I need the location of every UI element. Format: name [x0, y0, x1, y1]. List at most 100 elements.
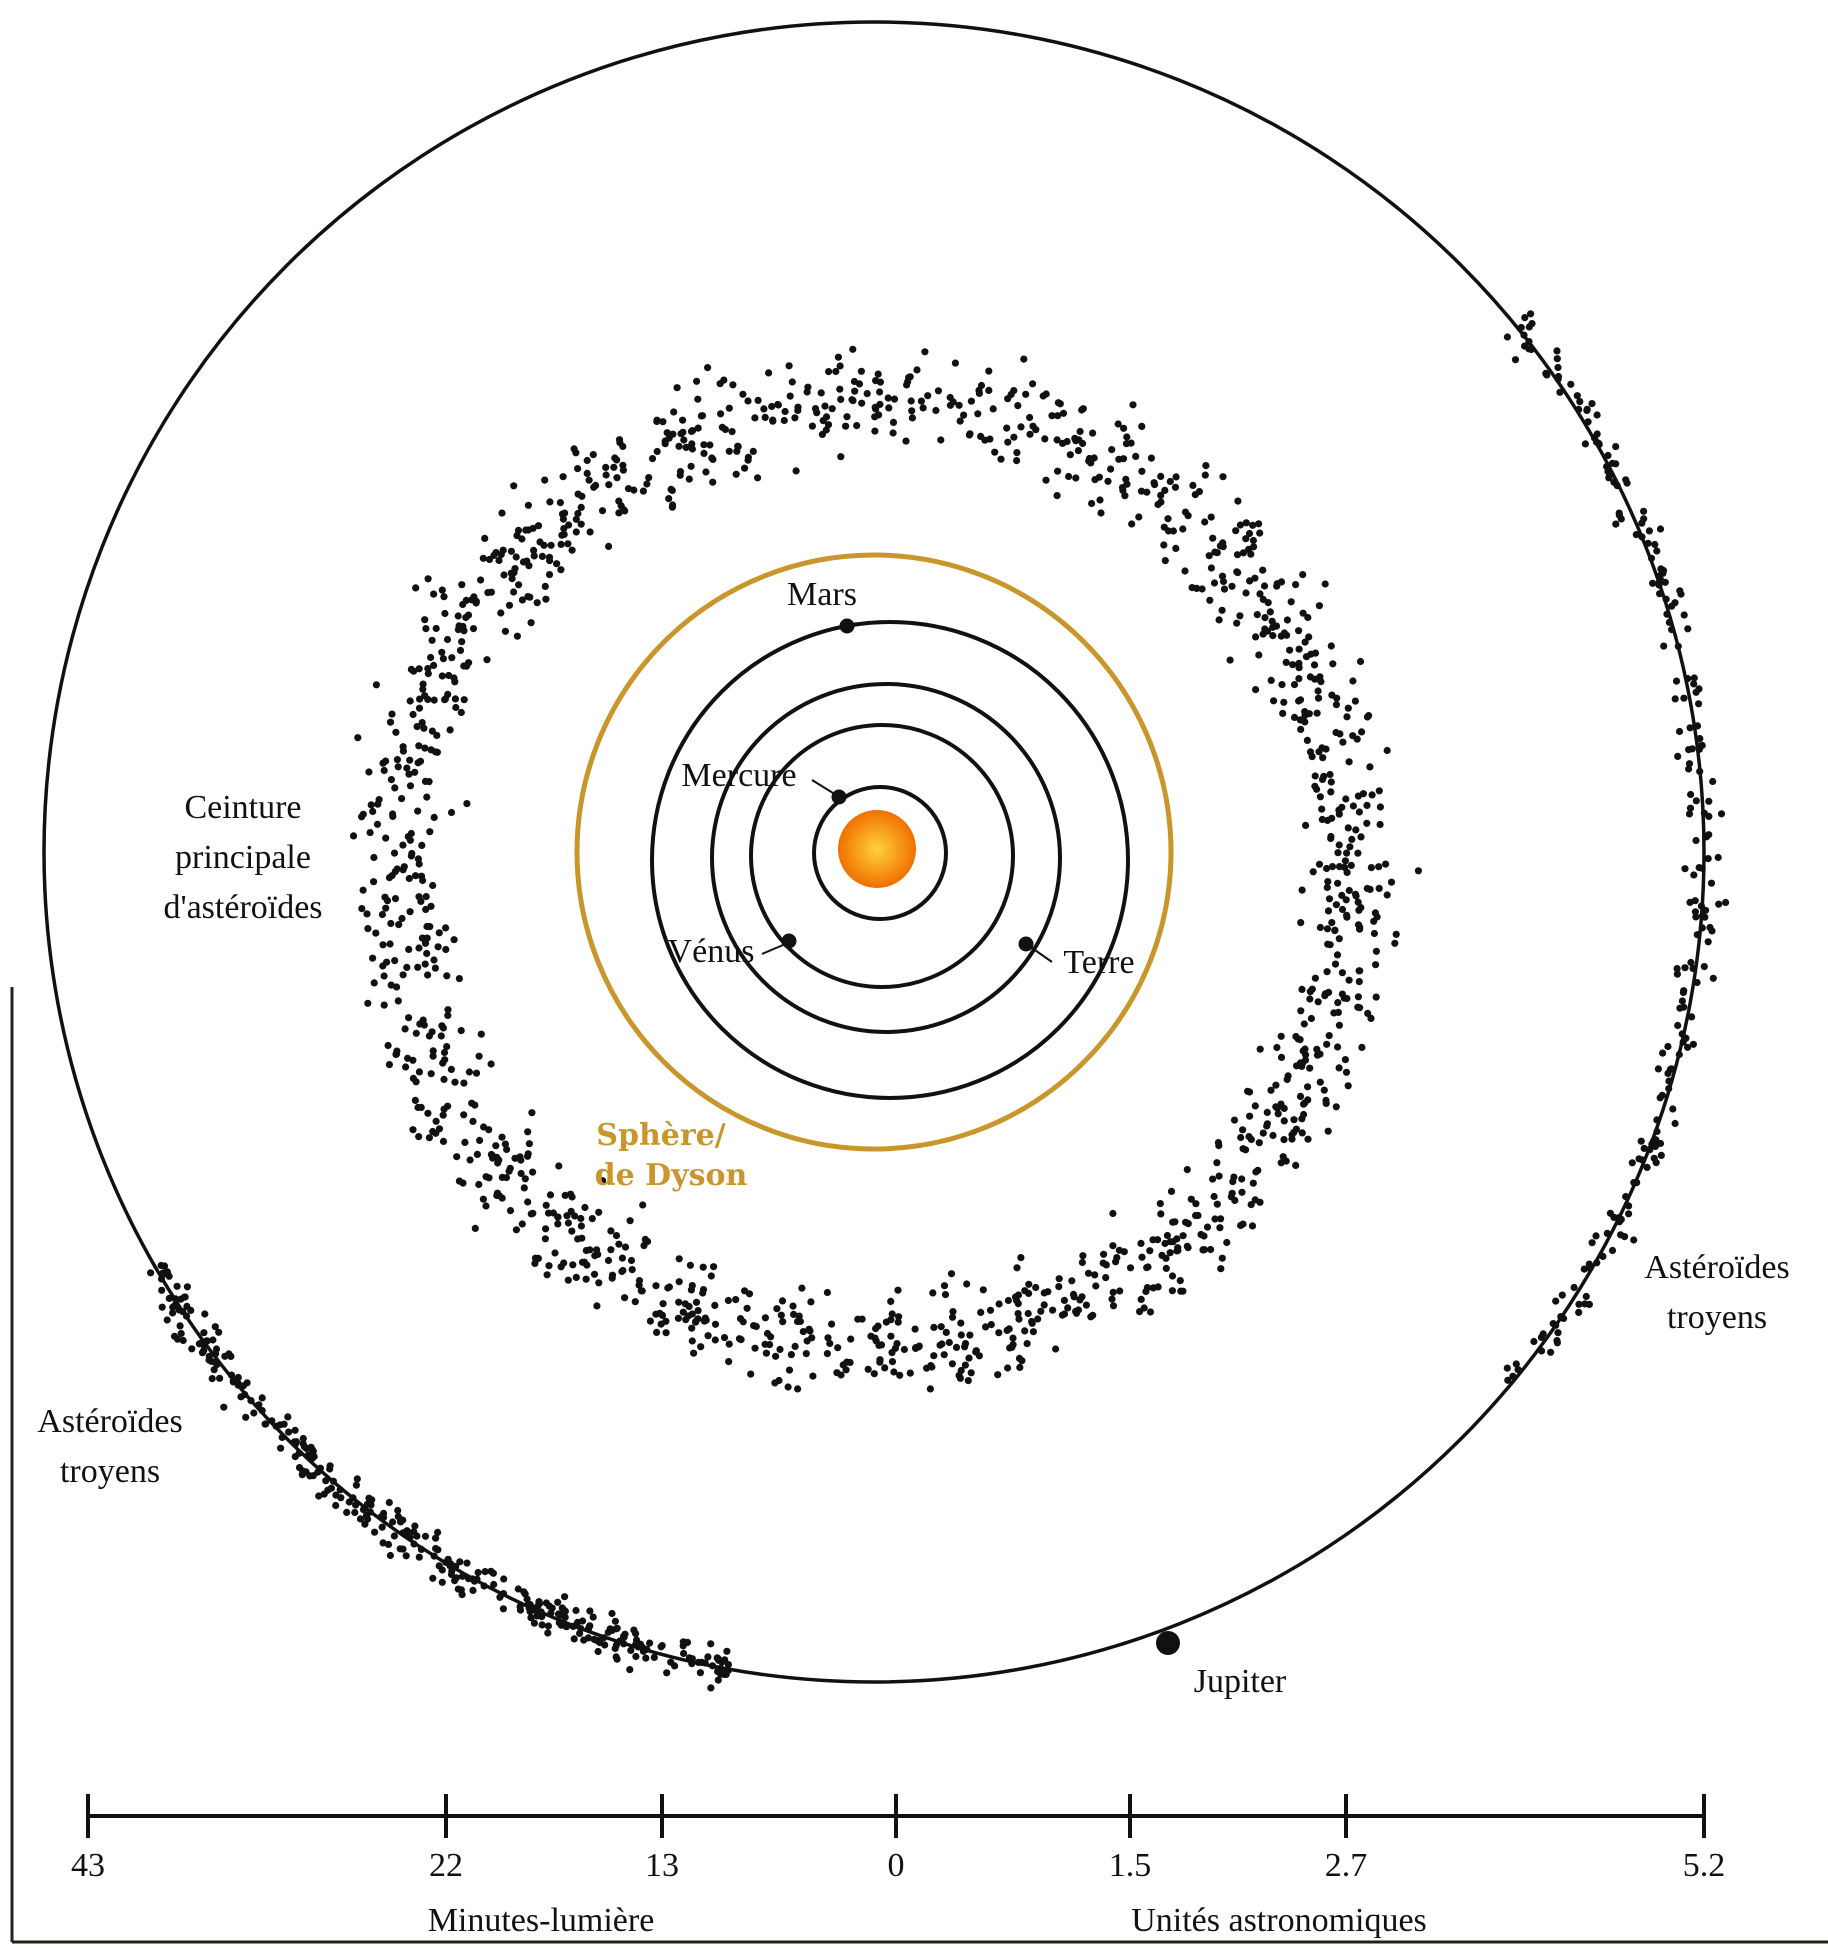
asteroid-dot [692, 1298, 701, 1306]
asteroid-dot [1003, 424, 1011, 432]
asteroid-dot [631, 1298, 639, 1306]
asteroid-dot [1367, 864, 1375, 872]
asteroid-dot [382, 904, 390, 912]
asteroid-dot [1691, 908, 1699, 916]
asteroid-dot [952, 1343, 961, 1351]
asteroid-dot [524, 1128, 532, 1136]
asteroid-dot [422, 905, 430, 914]
asteroid-dot [653, 417, 661, 426]
asteroid-dot [431, 964, 439, 972]
asteroid-dot [201, 1310, 209, 1318]
asteroid-dot [443, 972, 451, 980]
asteroid-dot [1334, 999, 1342, 1007]
asteroid-dot [413, 723, 421, 731]
asteroid-dot [875, 1341, 883, 1349]
asteroid-dot [1004, 1296, 1013, 1305]
asteroid-dot [1239, 549, 1247, 557]
asteroid-dot [729, 381, 737, 389]
asteroid-dot [208, 1375, 216, 1383]
asteroid-dot [414, 963, 422, 971]
asteroid-dot [741, 1287, 749, 1295]
scale-tick-label: 5.2 [1683, 1847, 1726, 1884]
asteroid-dot [427, 902, 435, 910]
asteroid-dot [863, 390, 871, 398]
asteroid-dot [1355, 906, 1363, 914]
asteroid-dot [1637, 1137, 1645, 1145]
asteroid-dot [893, 1340, 901, 1348]
asteroid-dot [645, 474, 653, 482]
asteroid-dot [1651, 540, 1659, 549]
asteroid-dot [948, 1313, 957, 1321]
asteroid-dot [574, 509, 582, 518]
asteroid-dot [1014, 1310, 1022, 1318]
asteroid-dot [1705, 831, 1713, 839]
asteroid-dot [1207, 564, 1215, 572]
asteroid-dot [1300, 1020, 1308, 1028]
asteroid-dot [589, 451, 597, 459]
scale-unit-light-minutes: Minutes-lumière [428, 1902, 655, 1939]
asteroid-dot [1685, 746, 1693, 754]
asteroid-dot [1692, 797, 1700, 805]
asteroid-dot [1333, 951, 1342, 959]
asteroid-dot [601, 1641, 609, 1649]
asteroid-dot [1049, 1306, 1057, 1314]
asteroid-dot [1570, 1283, 1578, 1292]
asteroid-dot [545, 1262, 553, 1270]
asteroid-dot [890, 1368, 898, 1376]
asteroid-dot [530, 1619, 539, 1627]
asteroid-dot [1348, 835, 1356, 844]
asteroid-dot [768, 402, 776, 411]
asteroid-dot [1238, 1175, 1246, 1183]
asteroid-dot [890, 395, 899, 403]
asteroid-dot [1368, 791, 1376, 799]
asteroid-dot [1233, 551, 1242, 559]
asteroid-dot [1628, 1159, 1636, 1167]
asteroid-dot [446, 726, 454, 734]
asteroid-dot [1363, 713, 1371, 721]
asteroid-dot [1230, 1116, 1239, 1124]
asteroid-dot [851, 387, 859, 395]
asteroid-dot [638, 1287, 646, 1295]
asteroid-dot [687, 462, 695, 470]
asteroid-dot [1112, 1258, 1120, 1266]
asteroid-dot [403, 764, 411, 772]
asteroid-dot [871, 1334, 879, 1342]
asteroid-dot [687, 427, 696, 435]
asteroid-dot [881, 1364, 889, 1372]
asteroid-dot [1089, 429, 1097, 437]
asteroid-dot [1302, 1051, 1310, 1059]
asteroid-dot [1521, 314, 1529, 322]
asteroid-dot [1311, 782, 1319, 790]
asteroid-dot [888, 1349, 896, 1357]
asteroid-dot [1332, 701, 1340, 709]
asteroid-dot [929, 1289, 937, 1297]
asteroid-dot [441, 609, 449, 618]
asteroid-dot [529, 524, 537, 532]
asteroid-dot [158, 1303, 166, 1311]
asteroid-dot [398, 795, 406, 803]
asteroid-dot [432, 1117, 440, 1125]
asteroid-dot [595, 1208, 603, 1216]
asteroid-dot [1617, 515, 1625, 523]
asteroid-dot [1356, 1004, 1364, 1012]
asteroid-dot [707, 1272, 715, 1280]
asteroid-dot [1253, 611, 1261, 619]
venus-leader [761, 944, 784, 955]
asteroid-dot [1676, 1004, 1684, 1012]
asteroid-dot [479, 554, 487, 562]
mercure-label: Mercure [681, 757, 796, 794]
asteroid-dot [1645, 527, 1653, 535]
asteroid-dot [1370, 917, 1378, 925]
asteroid-dot [1316, 923, 1324, 932]
asteroid-dot [429, 881, 437, 890]
asteroid-dot [1297, 725, 1305, 734]
asteroid-dot [471, 1101, 479, 1109]
asteroid-dot [828, 1320, 836, 1328]
asteroid-dot [1335, 1064, 1343, 1072]
asteroid-dot [558, 531, 566, 539]
asteroid-dot [416, 1020, 424, 1028]
asteroid-dot [1249, 521, 1257, 529]
asteroid-dot [424, 971, 432, 979]
asteroid-dot [163, 1268, 172, 1277]
asteroid-dot [1280, 629, 1288, 637]
